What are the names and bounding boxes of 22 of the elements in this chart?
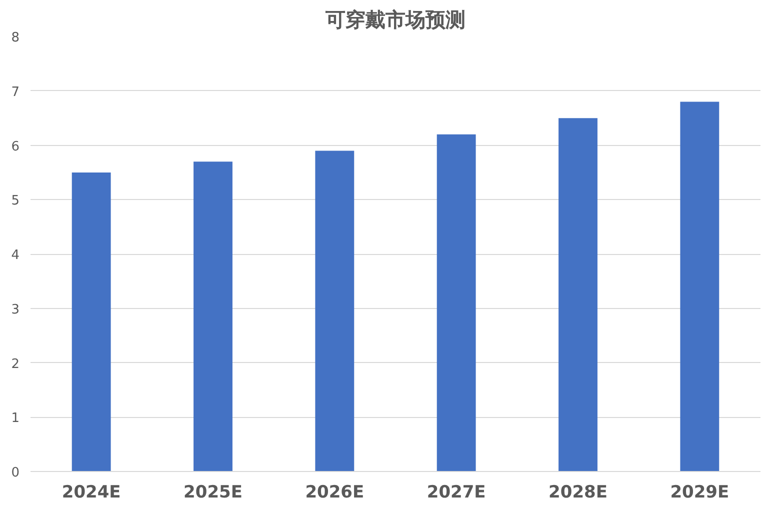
- chart-title: 可穿戴市场预测: [324, 8, 466, 32]
- x-tick-label: 2029E: [670, 482, 730, 502]
- y-tick-label: 0: [11, 466, 20, 480]
- y-tick-label: 2: [11, 356, 20, 372]
- bar: [72, 172, 111, 472]
- x-tick-label: 2027E: [426, 482, 486, 502]
- bar: [680, 102, 720, 472]
- y-tick-label: 5: [11, 194, 20, 209]
- x-tick-label: 2026E: [305, 482, 364, 502]
- bar: [315, 150, 354, 472]
- y-tick-label: 4: [11, 248, 20, 263]
- x-tick-label: 2025E: [184, 482, 242, 502]
- bar: [558, 118, 598, 472]
- x-tick-label: 2024E: [62, 482, 121, 502]
- y-tick-label: 8: [11, 30, 20, 46]
- x-tick-label: 2028E: [548, 482, 608, 502]
- bar: [194, 162, 232, 472]
- y-tick-label: 7: [11, 84, 20, 100]
- y-tick-label: 1: [11, 411, 20, 426]
- bar: [436, 134, 476, 472]
- y-tick-label: 3: [11, 302, 20, 318]
- y-tick-label: 6: [11, 139, 20, 154]
